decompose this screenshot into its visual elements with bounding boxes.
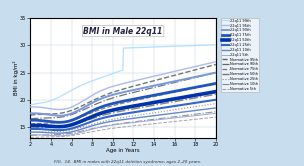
Text: BMI in Male 22q11: BMI in Male 22q11	[84, 27, 163, 36]
X-axis label: Age in Years: Age in Years	[106, 148, 140, 153]
Y-axis label: BMI in kg/m²: BMI in kg/m²	[12, 61, 19, 95]
Legend: 22q11 99th, 22q11 95th, 22q11 90th, 22q11 75th, 22q11 50th, 22q11 25th, 22q11 10: 22q11 99th, 22q11 95th, 22q11 90th, 22q1…	[221, 18, 259, 92]
Text: FIG.  14.  BMI in males with 22q11 deletion syndrome, ages 2–20 years.: FIG. 14. BMI in males with 22q11 deletio…	[54, 160, 201, 164]
